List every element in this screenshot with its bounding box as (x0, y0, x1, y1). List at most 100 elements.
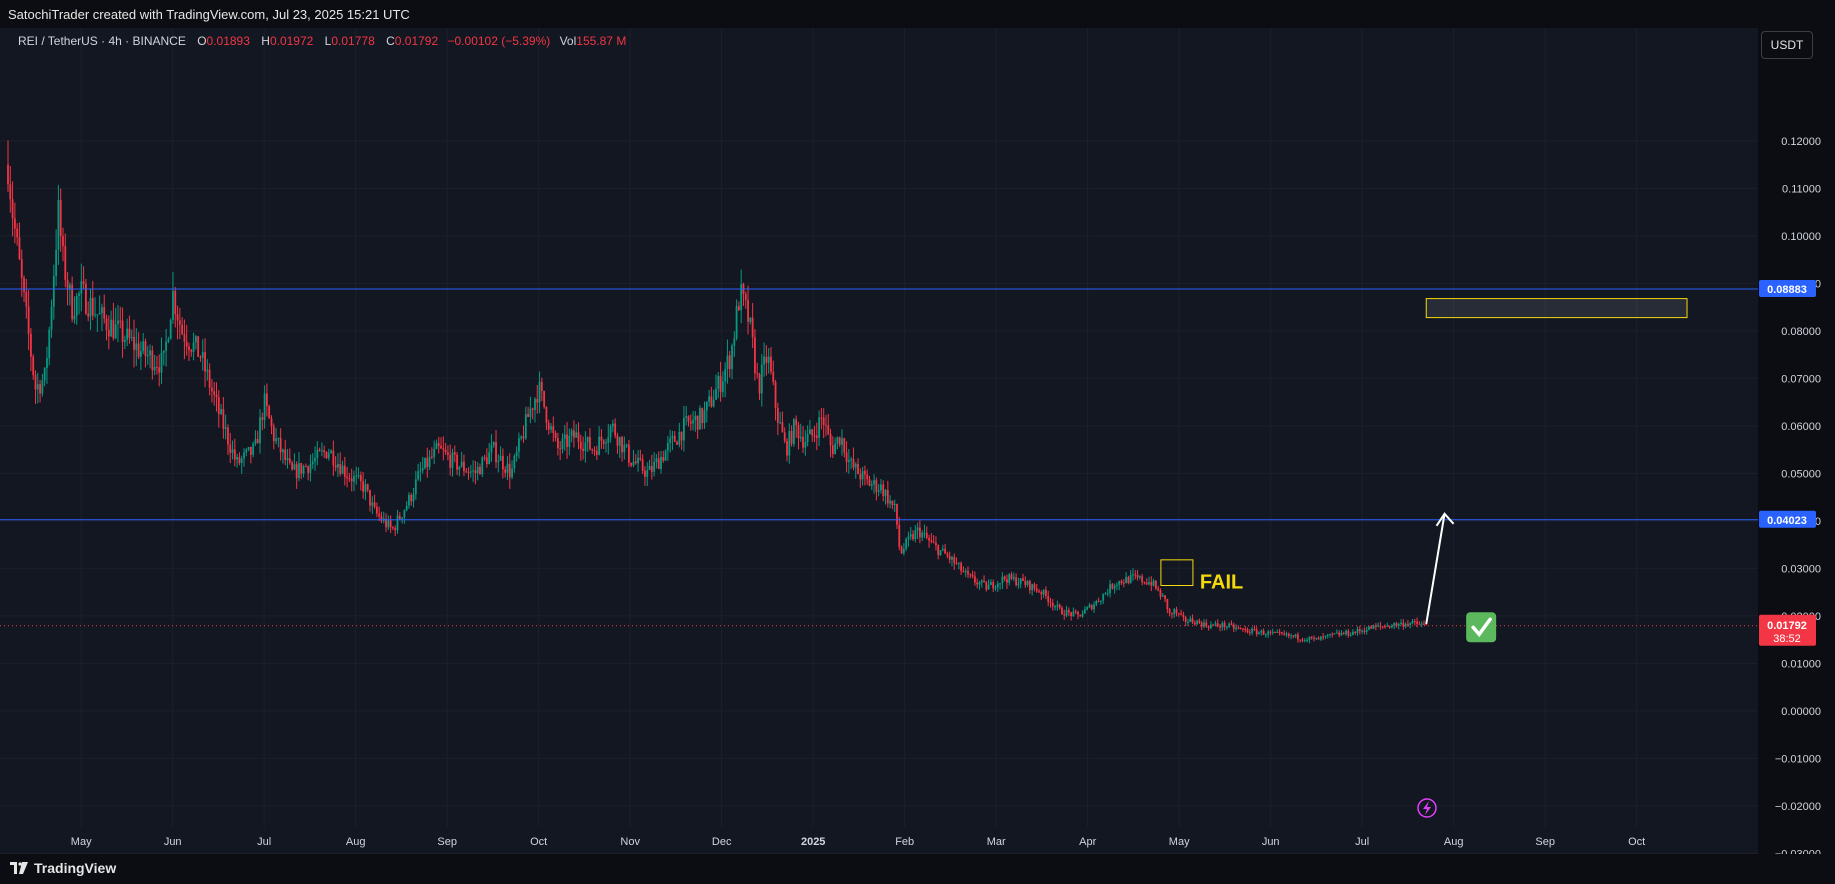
candle-body (188, 346, 190, 351)
candle-body (845, 452, 848, 462)
candle-body (460, 461, 463, 467)
candle-body (898, 524, 901, 547)
tradingview-brand[interactable]: TradingView (10, 860, 116, 876)
last-price-tag (1759, 614, 1816, 646)
candle-body (419, 470, 422, 472)
candle-body (1384, 626, 1386, 628)
candle-body (1022, 578, 1024, 581)
attribution-text: SatochiTrader created with TradingView.c… (8, 7, 410, 22)
candle-body (992, 582, 995, 589)
candle-body (932, 541, 935, 543)
candle-body (513, 455, 516, 469)
candle-body (167, 339, 170, 342)
candle-body (543, 390, 546, 408)
candle-body (1248, 632, 1251, 634)
candle-body (1258, 632, 1260, 635)
candle-body (1416, 621, 1418, 624)
candle-body (641, 459, 644, 471)
candle-body (160, 352, 163, 373)
candle-body (1386, 625, 1389, 627)
price-chart[interactable]: FAIL 0.120000.110000.100000.090000.08000… (0, 28, 1835, 854)
candle-body (864, 471, 866, 475)
candle-body (1118, 581, 1121, 585)
candle-body (765, 356, 768, 363)
candle-body (1326, 634, 1329, 636)
candle-body (1319, 636, 1322, 640)
candle-body (1138, 576, 1141, 578)
candle-body (80, 281, 83, 294)
candle-body (156, 367, 158, 369)
candle-body (1113, 585, 1116, 589)
candle-body (524, 414, 527, 439)
check-mark-icon (1466, 612, 1497, 643)
candle-body (103, 307, 106, 319)
candle-body (1349, 634, 1352, 636)
candle-body (233, 449, 236, 460)
time-axis-background[interactable] (0, 827, 1758, 854)
candle-body (433, 448, 436, 458)
candle-body (18, 237, 21, 260)
candle-body (806, 434, 809, 442)
candle-body (1322, 636, 1325, 638)
candle-body (270, 418, 273, 427)
candle-body (34, 374, 37, 390)
candle-body (41, 380, 44, 394)
candle-body (490, 445, 493, 453)
candle-body (1290, 635, 1292, 637)
legend-close-value: 0.01792 (394, 34, 439, 48)
candle-body (1061, 607, 1063, 615)
candle-body (1054, 606, 1056, 608)
candle-body (873, 480, 875, 485)
candle-body (135, 343, 138, 350)
candle-body (346, 476, 348, 479)
candle-body (1315, 637, 1318, 639)
candle-body (94, 314, 96, 316)
candle-body (1423, 623, 1425, 625)
candle-body (1017, 583, 1020, 586)
candle-body (204, 352, 206, 372)
candle-body (323, 450, 326, 452)
candle-body (197, 336, 200, 357)
candle-body (841, 438, 843, 445)
candle-body (747, 300, 749, 322)
annotations[interactable]: FAIL (1160, 298, 1688, 643)
candle-body (1081, 613, 1084, 617)
candle-body (1340, 633, 1343, 636)
candle-body (369, 489, 371, 506)
x-tick-label: Aug (1444, 836, 1464, 848)
candle-body (362, 481, 365, 492)
candle-body (1157, 588, 1160, 591)
price-axis-background[interactable] (1758, 28, 1835, 827)
candle-body (59, 199, 62, 237)
candle-body (754, 337, 756, 374)
candle-body (320, 450, 323, 452)
candle-body (1329, 633, 1331, 635)
candle-body (126, 328, 129, 340)
candle-body (1109, 584, 1111, 594)
lightning-icon[interactable] (1417, 798, 1437, 818)
candle-body (589, 437, 591, 450)
x-tick-label: Sep (437, 836, 457, 848)
candle-body (1404, 623, 1407, 627)
candle-body (1019, 578, 1022, 584)
legend-symbol[interactable]: REI / TetherUS · 4h · BINANCE (18, 34, 186, 48)
candle-body (786, 440, 788, 456)
candle-body (307, 466, 310, 473)
candle-body (1040, 591, 1043, 595)
candle-body (1074, 611, 1077, 613)
candle-body (476, 466, 479, 474)
currency-button[interactable]: USDT (1761, 31, 1813, 59)
candle-body (279, 438, 282, 453)
horizontal-levels[interactable] (0, 288, 1758, 627)
legend-open-label: O (197, 34, 207, 48)
candle-body (1372, 625, 1375, 629)
candle-body (254, 439, 257, 444)
x-tick-label: Jun (164, 836, 182, 848)
candle-body (231, 449, 234, 453)
candle-body (625, 444, 628, 446)
candle-body (261, 417, 264, 420)
candle-body (831, 445, 834, 455)
candle-body (1184, 617, 1187, 622)
candle-body (341, 465, 344, 474)
